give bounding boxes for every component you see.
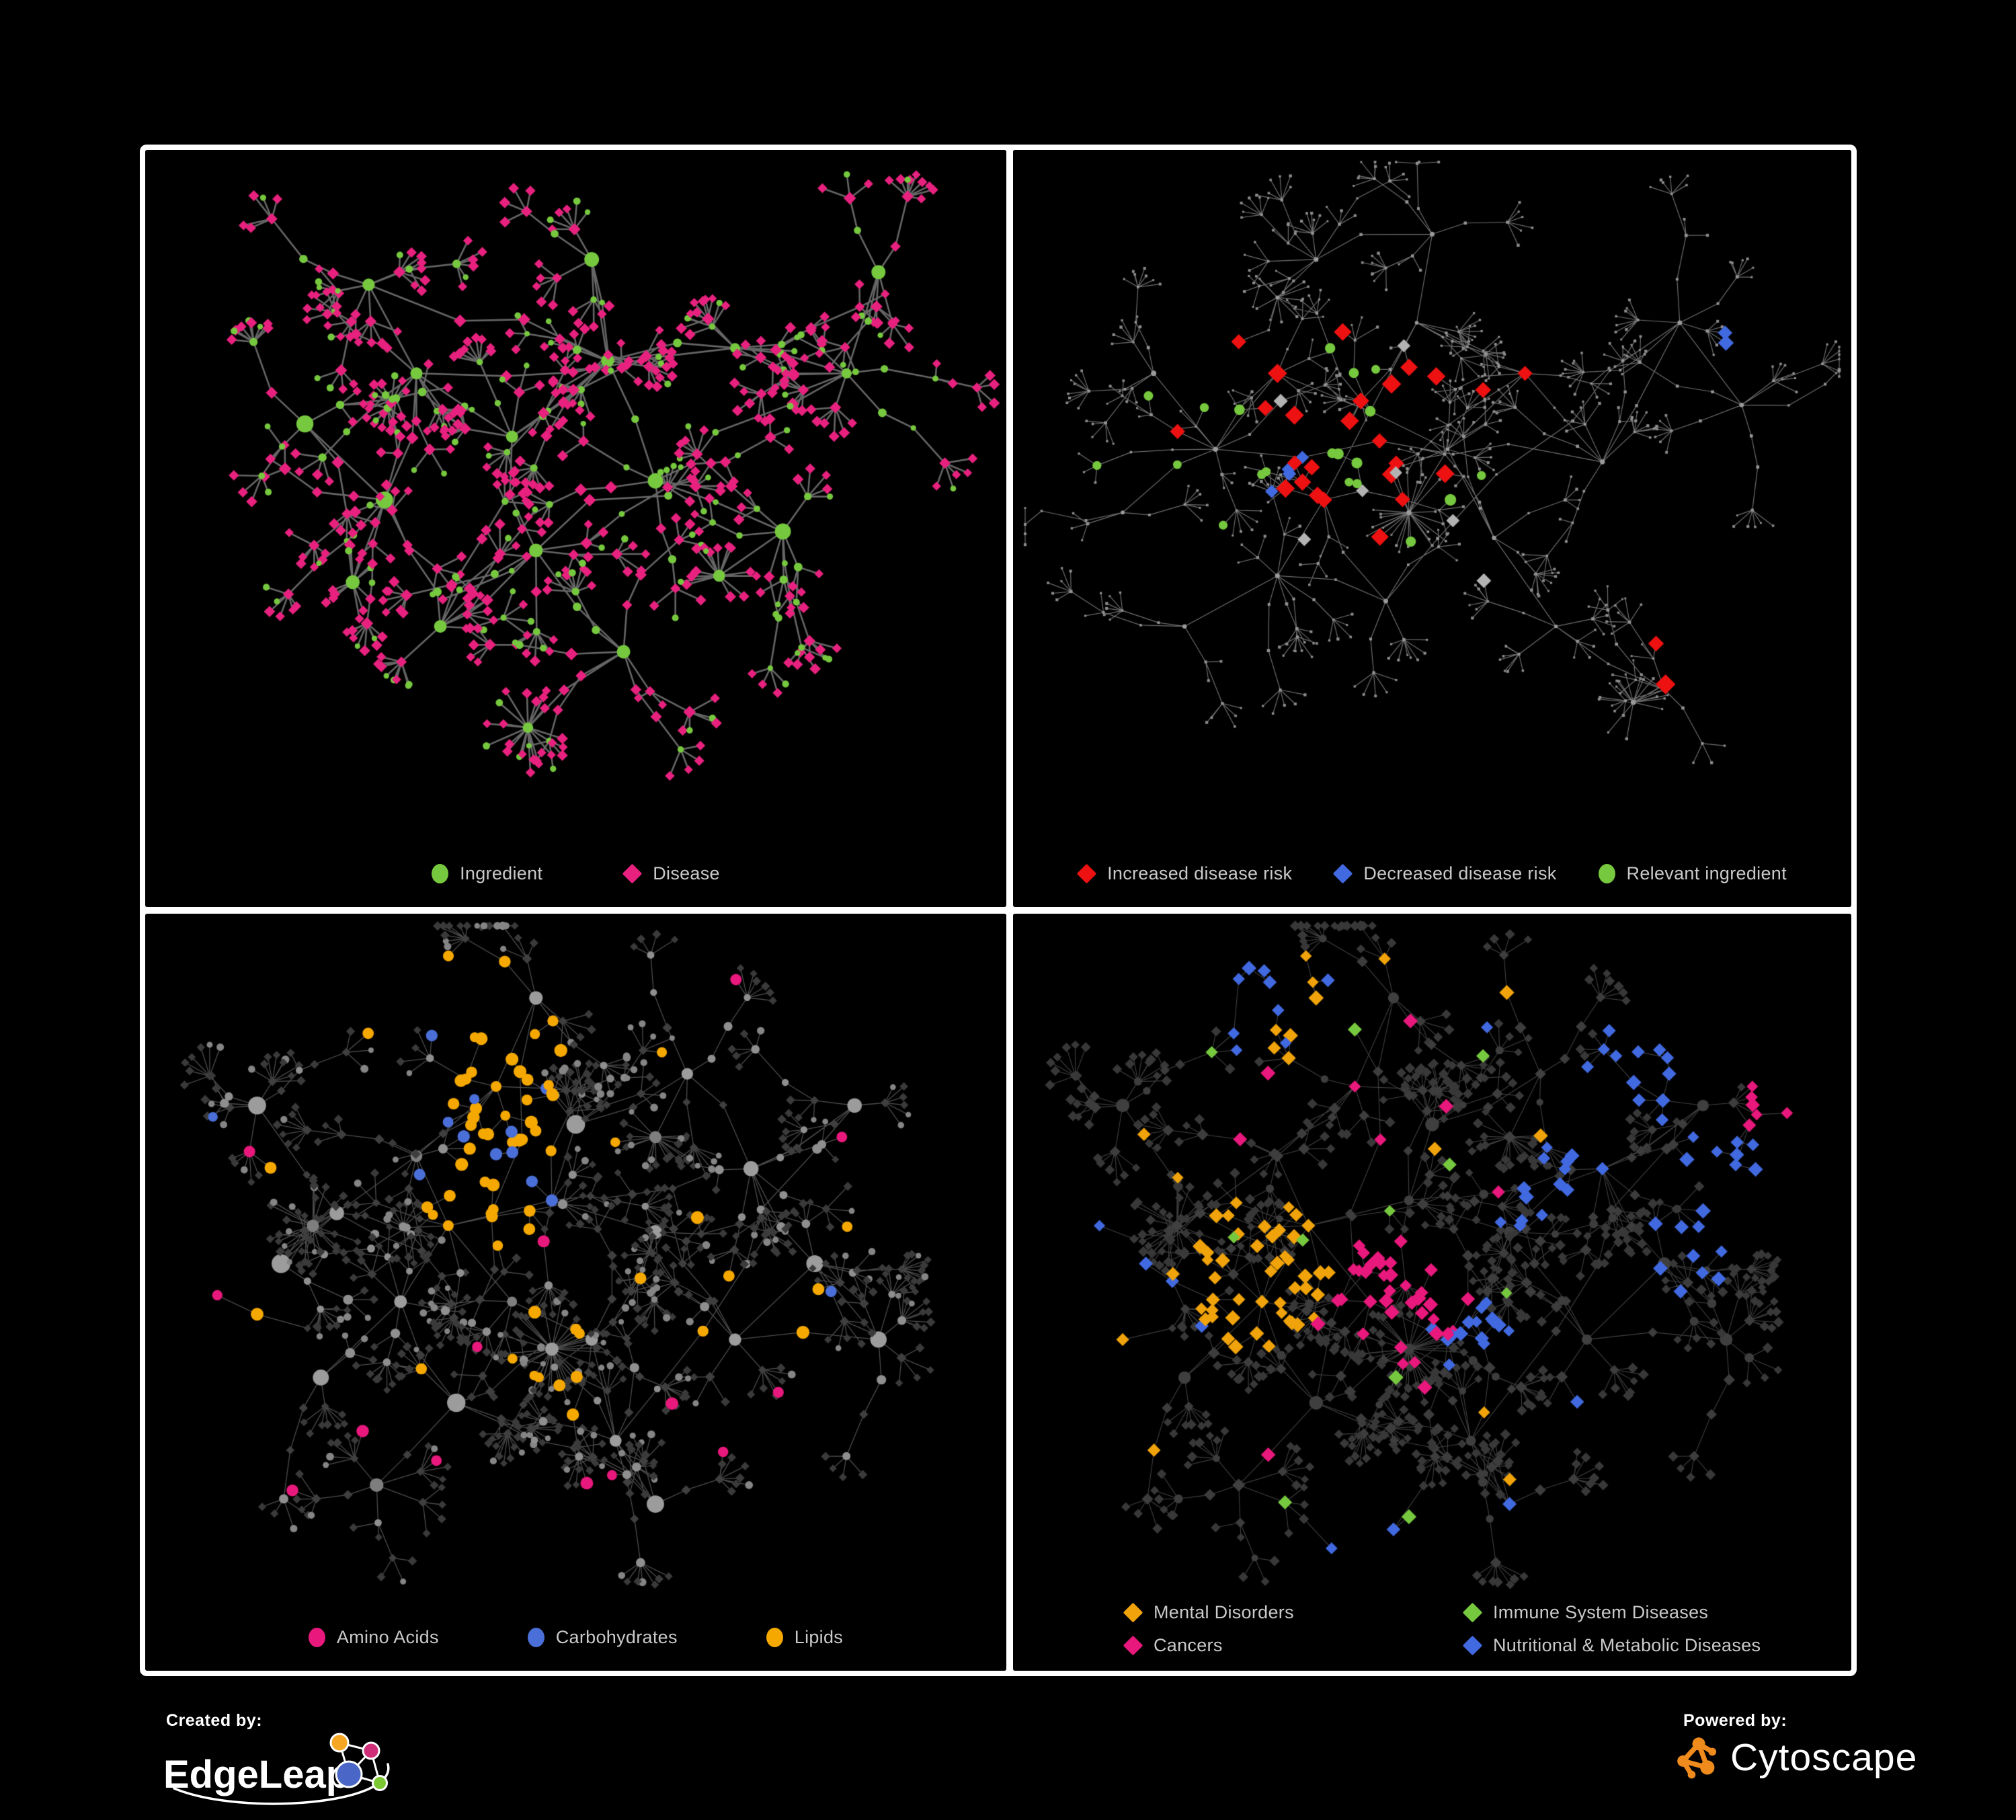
- legend-disease-classes: Mental Disorders Immune System Diseases Ca…: [1013, 1602, 1851, 1656]
- panel-disease-risk: Increased disease risk Decreased disease …: [1013, 150, 1851, 907]
- legend-label: Carbohydrates: [555, 1627, 678, 1647]
- created-by-label: Created by:: [166, 1711, 263, 1730]
- nutritional-metabolic-diseases-diamond-icon: [1462, 1635, 1483, 1656]
- ingredient-disease-network-canvas: [145, 150, 1006, 907]
- edgeleap-green-node-icon: [372, 1775, 388, 1791]
- legend-item-lipids: Lipids: [766, 1627, 843, 1648]
- cancers-diamond-icon: [1123, 1635, 1143, 1656]
- edgeleap-network-icon: [329, 1733, 388, 1791]
- immune-system-diseases-diamond-icon: [1462, 1602, 1483, 1623]
- powered-by-label: Powered by:: [1683, 1711, 1787, 1730]
- cytoscape-logo: Cytoscape: [1675, 1735, 1917, 1780]
- legend-label: Amino Acids: [336, 1627, 439, 1647]
- decreased-disease-risk-diamond-icon: [1332, 863, 1353, 884]
- legend-label: Immune System Diseases: [1493, 1602, 1709, 1622]
- legend-item-relevant-ingredient: Relevant ingredient: [1598, 863, 1787, 884]
- legend-item-carbohydrates: Carbohydrates: [527, 1627, 678, 1648]
- increased-disease-risk-diamond-icon: [1076, 863, 1097, 884]
- legend-item-immune-system-diseases: Immune System Diseases: [1462, 1602, 1761, 1623]
- edgeleap-wordmark: EdgeLeap: [163, 1753, 350, 1796]
- relevant-ingredient-circle-icon: [1598, 864, 1615, 883]
- cytoscape-network-icon: [1677, 1737, 1717, 1779]
- lipids-circle-icon: [766, 1628, 783, 1647]
- legend-item-amino-acids: Amino Acids: [308, 1627, 439, 1648]
- disease-classes-network-canvas: [1013, 914, 1851, 1671]
- legend-item-decreased-disease-risk: Decreased disease risk: [1332, 863, 1557, 884]
- legend-item-mental-disorders: Mental Disorders: [1123, 1602, 1463, 1623]
- panel-ingredient-classes: Amino Acids Carbohydrates Lipids: [145, 914, 1006, 1671]
- cytoscape-wordmark: Cytoscape: [1730, 1736, 1918, 1779]
- disease-diamond-icon: [622, 863, 643, 884]
- ingredient-classes-network-canvas: [145, 914, 1006, 1671]
- edgeleap-blue-node-icon: [335, 1760, 363, 1788]
- ingredient-circle-icon: [432, 864, 449, 883]
- panel-ingredient-disease: Ingredient Disease: [145, 150, 1006, 907]
- legend-ingredient-classes: Amino Acids Carbohydrates Lipids: [145, 1627, 1006, 1648]
- legend-label: Lipids: [794, 1627, 844, 1647]
- legend-ingredient-disease: Ingredient Disease: [145, 863, 1006, 884]
- legend-item-cancers: Cancers: [1123, 1635, 1463, 1656]
- legend-label: Relevant ingredient: [1626, 863, 1787, 883]
- legend-item-increased-disease-risk: Increased disease risk: [1076, 863, 1293, 884]
- legend-label: Mental Disorders: [1154, 1602, 1294, 1622]
- disease-risk-network-canvas: [1013, 150, 1851, 907]
- legend-disease-risk: Increased disease risk Decreased disease …: [1013, 863, 1851, 884]
- mental-disorders-diamond-icon: [1123, 1602, 1143, 1623]
- legend-label: Cancers: [1154, 1635, 1223, 1655]
- legend-item-disease: Disease: [622, 863, 720, 884]
- panel-grid: Ingredient Disease Increased disease risk…: [140, 145, 1857, 1676]
- legend-item-ingredient: Ingredient: [432, 863, 542, 884]
- legend-label: Disease: [653, 863, 720, 883]
- legend-label: Decreased disease risk: [1363, 863, 1557, 883]
- edgeleap-pink-node-icon: [362, 1741, 380, 1760]
- legend-item-nutritional-metabolic-diseases: Nutritional & Metabolic Diseases: [1462, 1635, 1761, 1656]
- amino-acids-circle-icon: [308, 1628, 325, 1647]
- legend-label: Ingredient: [460, 863, 543, 883]
- carbohydrates-circle-icon: [527, 1628, 545, 1647]
- panel-disease-classes: Mental Disorders Immune System Diseases Ca…: [1013, 914, 1851, 1671]
- edgeleap-orange-node-icon: [329, 1733, 350, 1753]
- edgeleap-logo: EdgeLeap: [163, 1733, 390, 1805]
- legend-label: Increased disease risk: [1107, 863, 1293, 883]
- legend-label: Nutritional & Metabolic Diseases: [1493, 1635, 1761, 1655]
